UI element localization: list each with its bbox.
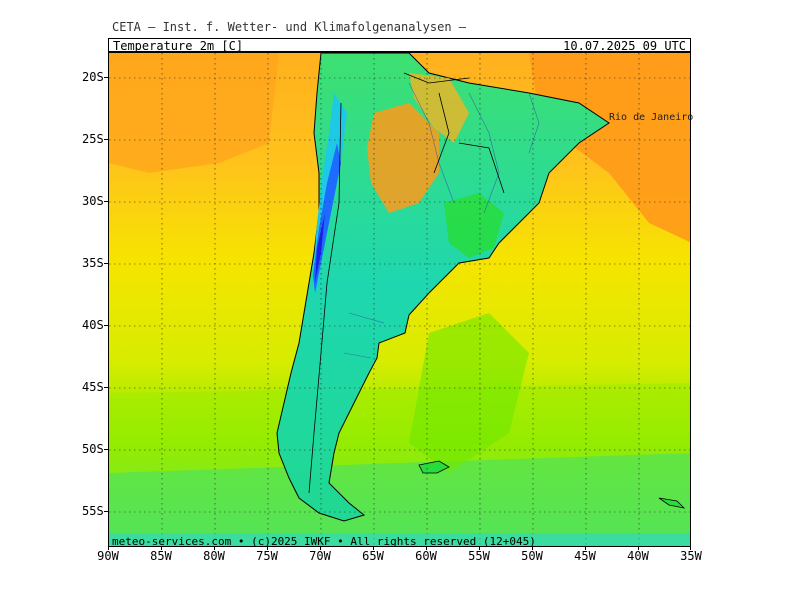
- lon-tick: [532, 547, 533, 550]
- borders: [308, 72, 505, 494]
- lon-label-75w: 75W: [256, 549, 278, 563]
- lat-label-35s: 35S: [82, 256, 104, 270]
- lon-label-50w: 50W: [521, 549, 543, 563]
- southern-band-2: [109, 453, 690, 546]
- lat-label-20s: 20S: [82, 70, 104, 84]
- lon-tick: [690, 547, 691, 550]
- lon-label-85w: 85W: [150, 549, 172, 563]
- lon-tick: [214, 547, 215, 550]
- lon-label-35w: 35W: [680, 549, 702, 563]
- copyright-strip: [109, 533, 690, 546]
- warm-interior: [367, 103, 439, 213]
- lat-tick: [104, 263, 108, 264]
- falkland-islands: [418, 460, 450, 474]
- lon-tick: [638, 547, 639, 550]
- copyright-text: meteo-services.com • (c)2025 IWKF • All …: [112, 535, 536, 548]
- lat-tick: [104, 511, 108, 512]
- lon-tick: [373, 547, 374, 550]
- lon-tick: [479, 547, 480, 550]
- andes-deep-blue: [315, 213, 325, 283]
- lat-label-50s: 50S: [82, 442, 104, 456]
- lon-label-90w: 90W: [97, 549, 119, 563]
- lon-label-55w: 55W: [468, 549, 490, 563]
- lat-label-40s: 40S: [82, 318, 104, 332]
- lon-label-65w: 65W: [362, 549, 384, 563]
- header-title: CETA — Inst. f. Wetter- und Klimafolgena…: [112, 20, 467, 34]
- atlantic-green-patch: [409, 313, 529, 473]
- south-georgia: [658, 497, 686, 509]
- lat-label-25s: 25S: [82, 132, 104, 146]
- rivers: [343, 82, 540, 359]
- warm-region-nw: [109, 53, 279, 173]
- lon-label-70w: 70W: [309, 549, 331, 563]
- lat-tick: [104, 139, 108, 140]
- lat-label-55s: 55S: [82, 504, 104, 518]
- lat-tick: [104, 449, 108, 450]
- lat-label-45s: 45S: [82, 380, 104, 394]
- parameter-label: Temperature_2m_[C]: [113, 39, 244, 53]
- lon-tick: [108, 547, 109, 550]
- lon-label-80w: 80W: [203, 549, 225, 563]
- uruguay-region: [444, 193, 504, 258]
- lon-tick: [267, 547, 268, 550]
- city-label-rio: Rio de Janeiro: [609, 112, 694, 123]
- lat-label-30s: 30S: [82, 194, 104, 208]
- lon-label-60w: 60W: [415, 549, 437, 563]
- datetime-label: 10.07.2025 09 UTC: [563, 39, 686, 53]
- lon-tick: [161, 547, 162, 550]
- lon-tick: [426, 547, 427, 550]
- graticule: [109, 53, 690, 546]
- info-bar: Temperature_2m_[C] 10.07.2025 09 UTC: [108, 38, 691, 53]
- temperature-map: [108, 52, 691, 547]
- warm-interior-2: [409, 73, 469, 143]
- lon-label-40w: 40W: [627, 549, 649, 563]
- lon-tick: [320, 547, 321, 550]
- map-svg: [109, 53, 690, 546]
- lat-tick: [104, 77, 108, 78]
- lon-tick: [585, 547, 586, 550]
- south-america-landmass: [276, 53, 610, 522]
- lat-tick: [104, 325, 108, 326]
- lon-label-45w: 45W: [574, 549, 596, 563]
- lat-tick: [104, 387, 108, 388]
- lat-tick: [104, 201, 108, 202]
- warm-region-ne: [529, 53, 690, 243]
